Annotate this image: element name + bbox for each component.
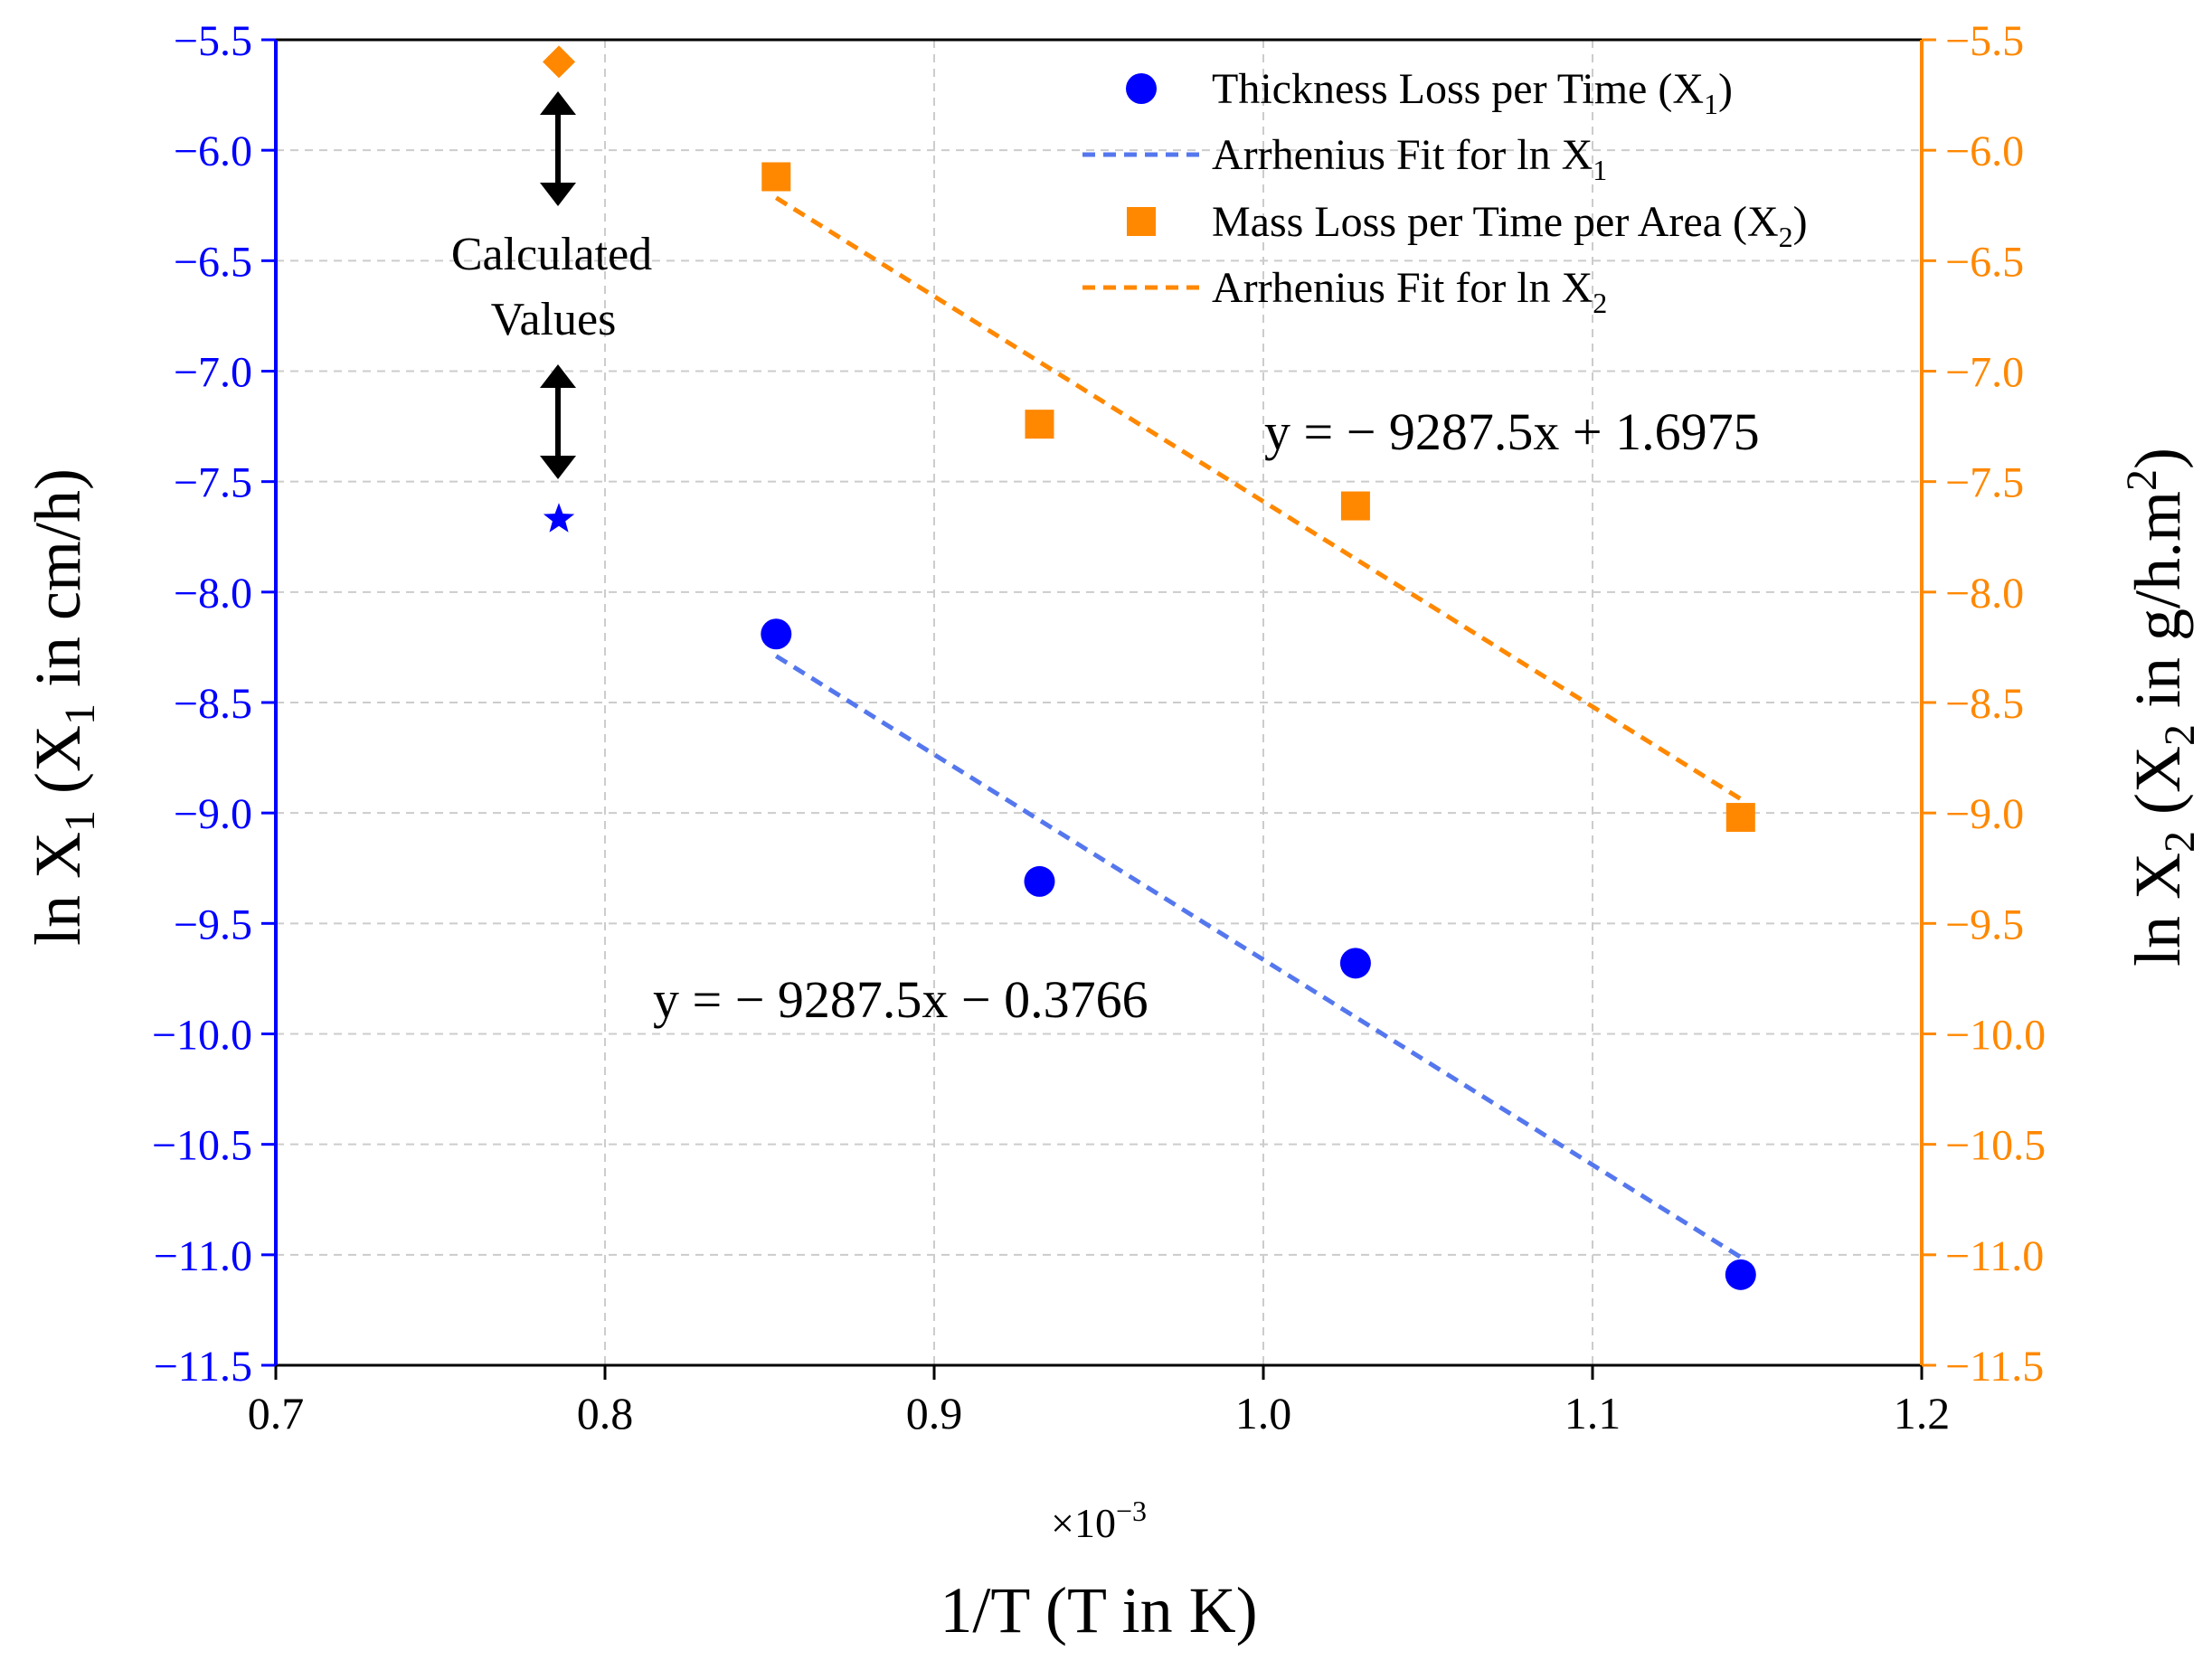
legend-label-subscript: 1 bbox=[1704, 88, 1718, 120]
data-point-x2 bbox=[1025, 410, 1054, 439]
left-y-tick-label: −6.0 bbox=[174, 127, 252, 175]
left-y-title-subscript: 1 bbox=[56, 703, 104, 725]
right-y-tick-label: −6.5 bbox=[1945, 238, 2024, 286]
legend-label-subscript: 1 bbox=[1593, 154, 1607, 186]
data-point-x1 bbox=[1725, 1259, 1756, 1290]
legend-label-text: ) bbox=[1718, 65, 1733, 113]
x-axis-multiplier-exponent: −3 bbox=[1116, 1495, 1147, 1527]
x-axis-multiplier: ×10−3 bbox=[1051, 1495, 1147, 1546]
left-y-tick-label: −7.5 bbox=[174, 459, 252, 507]
right-y-tick-label: −9.0 bbox=[1945, 790, 2024, 838]
calculated-point-x2 bbox=[543, 45, 576, 79]
legend: Thickness Loss per Time (X1)Arrhenius Fi… bbox=[1082, 65, 1808, 319]
fit-equation-x1: y = − 9287.5x − 0.3766 bbox=[653, 970, 1149, 1029]
right-y-tick-label: −7.5 bbox=[1945, 459, 2024, 507]
legend-marker-square bbox=[1127, 207, 1156, 236]
x-tick-label: 0.9 bbox=[906, 1388, 963, 1438]
plot-series bbox=[543, 45, 1756, 1290]
data-point-x2 bbox=[761, 162, 791, 192]
data-point-x2 bbox=[1725, 803, 1755, 833]
data-point-x2 bbox=[1340, 491, 1370, 521]
x-tick-label: 1.2 bbox=[1894, 1388, 1951, 1438]
left-y-tick-label: −11.5 bbox=[154, 1343, 252, 1391]
right-y-tick-label: −5.5 bbox=[1945, 17, 2024, 65]
fit-line-1 bbox=[774, 654, 1743, 1259]
legend-label-text: Thickness Loss per Time (X bbox=[1212, 65, 1704, 113]
legend-marker-circle bbox=[1126, 73, 1157, 104]
legend-label-text: Arrhenius Fit for ln X bbox=[1212, 131, 1593, 179]
legend-label-subscript: 2 bbox=[1593, 287, 1607, 319]
x-axis-title: 1/T (T in K) bbox=[940, 1574, 1257, 1646]
left-y-tick-label: −9.0 bbox=[174, 790, 252, 838]
legend-label-subscript: 2 bbox=[1779, 221, 1793, 253]
right-y-title-text: (X bbox=[2122, 746, 2194, 831]
right-y-tick-label: −8.5 bbox=[1945, 680, 2024, 728]
calculated-arrow-top-head-down bbox=[540, 183, 576, 206]
data-point-x1 bbox=[1024, 865, 1055, 897]
legend-label-text: Arrhenius Fit for ln X bbox=[1212, 264, 1593, 312]
right-y-title-subscript: 2 bbox=[2156, 831, 2204, 853]
left-y-tick-label: −11.0 bbox=[154, 1232, 252, 1280]
legend-label-2: Arrhenius Fit for ln X1 bbox=[1212, 131, 1607, 186]
fit-line-2 bbox=[774, 195, 1743, 801]
right-y-title-text: in g/h.m bbox=[2122, 491, 2194, 724]
x-tick-label: 0.8 bbox=[577, 1388, 634, 1438]
left-y-title-text: ln X bbox=[22, 832, 94, 946]
x-tick-label: 0.7 bbox=[248, 1388, 305, 1438]
legend-label-4: Arrhenius Fit for ln X2 bbox=[1212, 264, 1607, 319]
right-y-tick-label: −8.0 bbox=[1945, 570, 2024, 618]
right-y-title-text: ) bbox=[2122, 448, 2194, 469]
calculated-values-label-line1: Calculated bbox=[451, 229, 652, 280]
grid-lines bbox=[276, 40, 1922, 1365]
right-y-title-subscript: 2 bbox=[2156, 724, 2204, 746]
legend-label-text: ) bbox=[1793, 198, 1808, 246]
data-point-x1 bbox=[1339, 948, 1371, 979]
right-y-title-text: ln X bbox=[2122, 853, 2194, 967]
calculated-point-x1 bbox=[543, 503, 575, 533]
right-y-axis-title: ln X2 (X2 in g/h.m2) bbox=[2118, 448, 2204, 967]
left-y-title-text: in cm/h) bbox=[22, 468, 94, 703]
left-y-title-text: (X bbox=[22, 725, 94, 810]
legend-label-3: Mass Loss per Time per Area (X2) bbox=[1212, 198, 1808, 253]
right-y-tick-label: −10.5 bbox=[1945, 1122, 2046, 1170]
x-tick-label: 1.1 bbox=[1564, 1388, 1621, 1438]
fit-equation-x2: y = − 9287.5x + 1.6975 bbox=[1264, 402, 1760, 461]
legend-label-text: Mass Loss per Time per Area (X bbox=[1212, 198, 1779, 246]
left-y-tick-label: −10.0 bbox=[152, 1012, 252, 1060]
right-y-tick-label: −9.5 bbox=[1945, 901, 2024, 948]
left-y-title-subscript: 1 bbox=[56, 810, 104, 832]
left-y-axis-title: ln X1 (X1 in cm/h) bbox=[22, 468, 104, 946]
calculated-arrow-bottom-head-down bbox=[540, 456, 576, 479]
left-y-tick-label: −5.5 bbox=[174, 17, 252, 65]
annotations: y = − 9287.5x + 1.6975 y = − 9287.5x − 0.… bbox=[451, 91, 1760, 1029]
left-y-tick-label: −9.5 bbox=[174, 901, 252, 948]
calculated-arrow-bottom-head-up bbox=[540, 364, 576, 388]
left-y-tick-label: −10.5 bbox=[152, 1122, 252, 1170]
left-y-tick-label: −8.5 bbox=[174, 680, 252, 728]
right-y-tick-label: −10.0 bbox=[1945, 1012, 2046, 1060]
right-y-title-superscript: 2 bbox=[2118, 469, 2166, 491]
right-y-tick-label: −11.0 bbox=[1945, 1232, 2044, 1280]
left-y-tick-label: −7.0 bbox=[174, 349, 252, 397]
axes: 0.7 0.8 0.9 1.0 1.1 1.2 −5.5 −5.5 −6.0 −6.0 −6.5 −6… bbox=[22, 17, 2204, 1646]
legend-label-1: Thickness Loss per Time (X1) bbox=[1212, 65, 1733, 120]
right-y-tick-label: −6.0 bbox=[1945, 127, 2024, 175]
left-y-tick-label: −6.5 bbox=[174, 238, 252, 286]
calculated-values-label-line2: Values bbox=[491, 294, 617, 345]
right-y-tick-label: −11.5 bbox=[1945, 1343, 2044, 1391]
right-y-tick-label: −7.0 bbox=[1945, 349, 2024, 397]
calculated-arrow-top-head-up bbox=[540, 91, 576, 115]
left-y-tick-label: −8.0 bbox=[174, 570, 252, 618]
data-point-x1 bbox=[761, 618, 792, 650]
x-axis-multiplier-base: ×10 bbox=[1051, 1500, 1116, 1546]
x-tick-label: 1.0 bbox=[1235, 1388, 1292, 1438]
